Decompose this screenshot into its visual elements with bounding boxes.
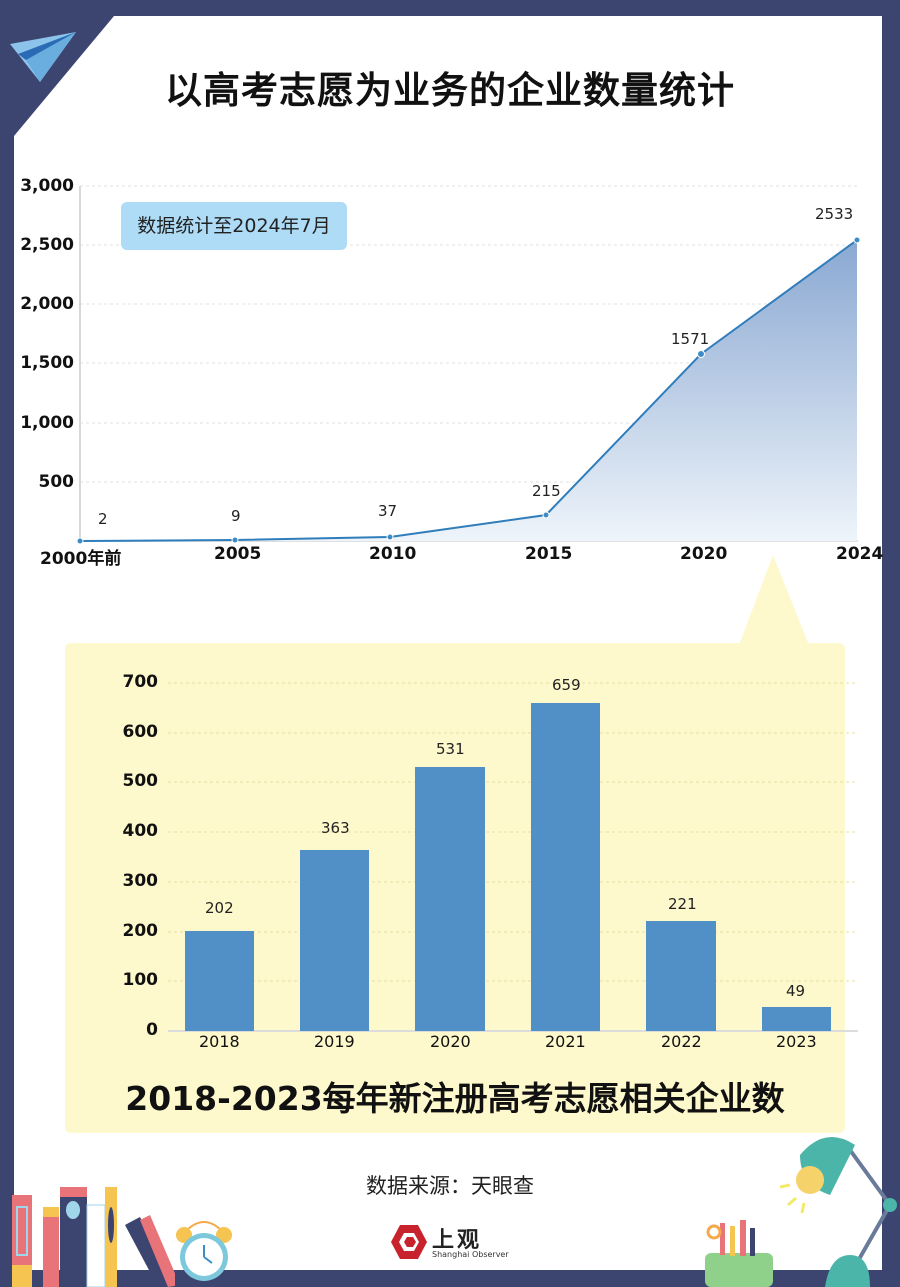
area-chart [76,185,861,545]
x-tick: 2020 [430,1032,471,1051]
x-tick: 2023 [776,1032,817,1051]
shanghai-observer-logo-icon [391,1225,427,1259]
alarm-clock-icon [176,1221,232,1281]
value-label: 1571 [671,330,710,348]
value-label: 221 [668,895,697,913]
value-label: 363 [321,819,350,837]
page-title: 以高考志愿为业务的企业数量统计 [165,69,735,112]
y-tick: 500 [38,472,75,492]
bar-grid-lines [168,682,858,982]
value-label: 215 [532,482,561,500]
x-tick: 2022 [661,1032,702,1051]
books-illustration [12,1187,175,1287]
bar-value-labels: 202 363 531 659 221 49 [205,676,806,1000]
desk-lamp-icon [779,1137,897,1287]
y-tick: 0 [146,1020,158,1040]
x-tick: 2000年前 [40,549,122,569]
x-tick: 2018 [199,1032,240,1051]
x-tick: 2010 [369,544,417,564]
x-tick: 2005 [214,544,262,564]
bar-y-axis-labels: 700 600 500 400 300 200 100 0 [100,672,159,1042]
bar-x-axis-labels: 2018 2019 2020 2021 2022 2023 [0,1032,900,1056]
x-tick: 2019 [314,1032,355,1051]
x-axis-labels: 2000年前 2005 2010 2015 2020 2024 [0,544,900,569]
y-tick: 3,000 [20,176,74,196]
y-tick: 1,500 [20,353,74,373]
y-tick: 1,000 [20,413,74,433]
y-tick: 2,500 [20,235,74,255]
value-label: 9 [231,507,241,525]
y-tick: 400 [122,821,159,841]
area-fill [80,240,857,541]
value-label: 37 [378,502,398,520]
value-label: 659 [552,676,581,694]
value-label: 531 [436,740,465,758]
callout-pointer [739,555,809,645]
pencil-case-icon [705,1220,773,1287]
bar-chart-title: 2018-2023每年新注册高考志愿相关企业数 [125,1079,785,1118]
data-source: 数据来源：天眼查 [366,1174,534,1198]
bar-chart [168,682,858,1032]
value-label: 202 [205,899,234,917]
logo-text: 上观 [432,1228,483,1253]
x-tick: 2020 [680,544,728,564]
x-tick: 2015 [525,544,573,564]
value-label: 2533 [815,205,854,223]
value-label: 2 [98,510,108,528]
value-label: 49 [786,982,806,1000]
data-cutoff-note: 数据统计至2024年7月 [121,202,347,250]
x-tick: 2024 [836,544,884,564]
y-tick: 600 [122,722,159,742]
y-tick: 300 [122,871,159,891]
paper-plane-icon [10,32,76,82]
y-tick: 100 [122,970,159,990]
logo-subtitle: Shanghai Observer [432,1250,509,1259]
y-tick: 200 [122,921,159,941]
value-labels: 2 9 37 215 1571 2533 [0,0,900,600]
trend-line [79,239,858,542]
y-tick: 2,000 [20,294,74,314]
x-tick: 2021 [545,1032,586,1051]
bars [185,703,831,1031]
y-tick: 700 [122,672,159,692]
y-tick: 500 [122,771,159,791]
y-axis-labels: 3,000 2,500 2,000 1,500 1,000 500 [0,176,74,506]
